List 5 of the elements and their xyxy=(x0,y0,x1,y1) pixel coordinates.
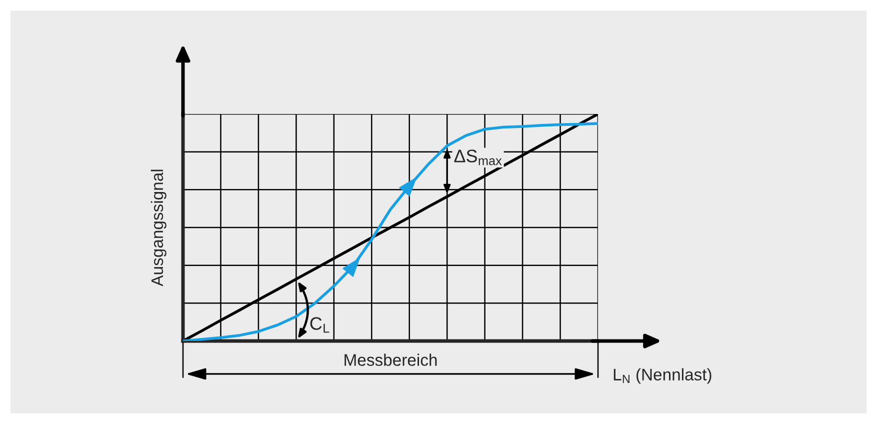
annotation: ΔS$_{max}$ xyxy=(454,150,502,166)
annotation: C$_{L}$ xyxy=(310,317,330,333)
y-axis-title: Ausgangssignal xyxy=(150,170,166,286)
x-axis-title: L$_{N}$ (Nennlast) xyxy=(614,368,712,384)
text: Messbereich xyxy=(344,354,437,366)
